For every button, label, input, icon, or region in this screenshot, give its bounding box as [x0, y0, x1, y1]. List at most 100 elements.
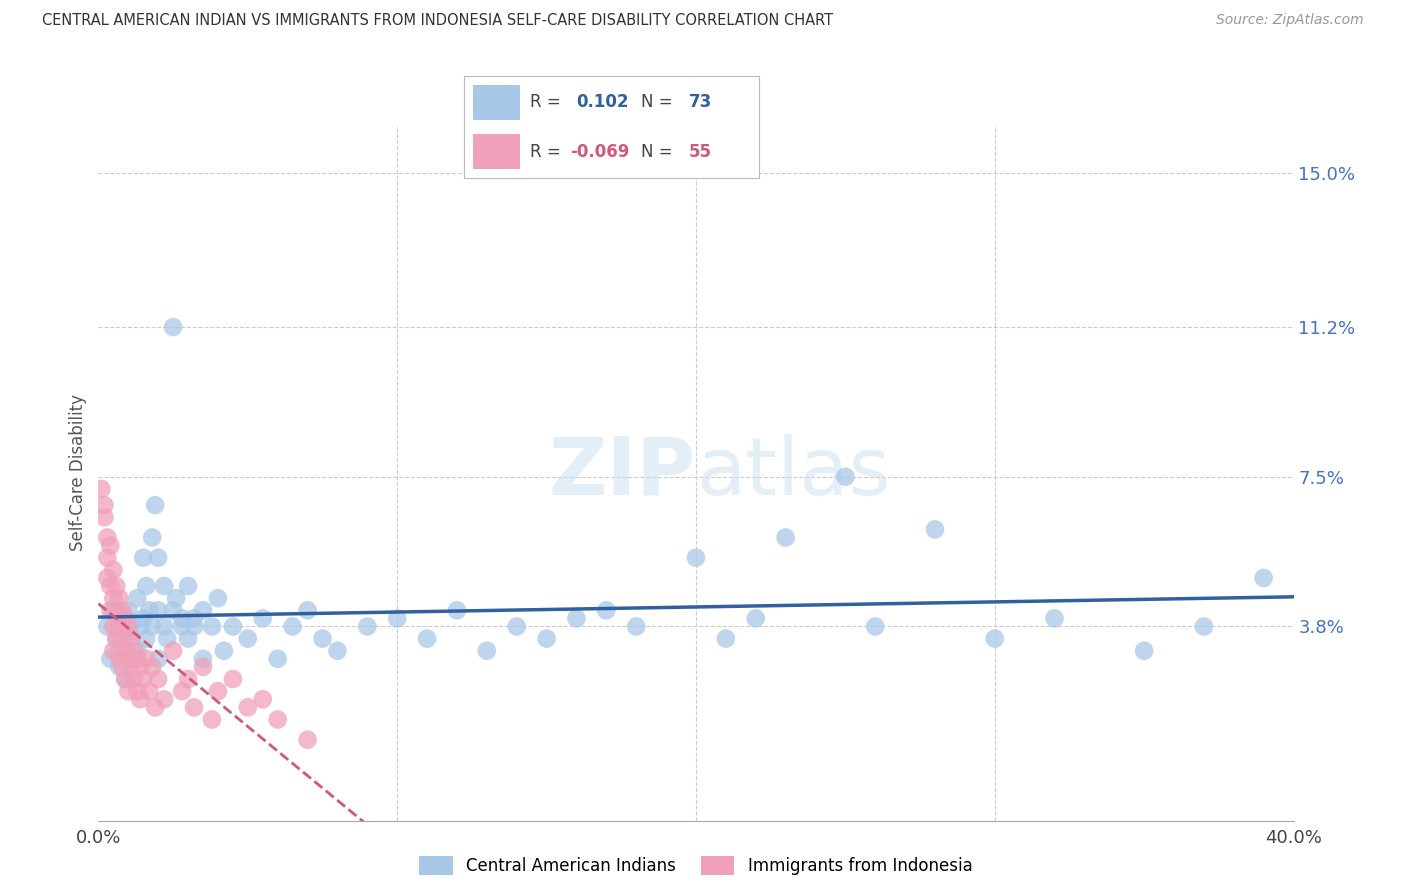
Point — [162, 603, 184, 617]
Point — [148, 652, 170, 666]
Point — [117, 652, 139, 666]
Point — [165, 591, 187, 606]
Point — [222, 672, 245, 686]
Point — [924, 522, 946, 536]
Point — [96, 550, 118, 565]
Point — [138, 603, 160, 617]
Text: -0.069: -0.069 — [571, 144, 630, 161]
Point — [96, 619, 118, 633]
Point — [162, 644, 184, 658]
Point — [475, 644, 498, 658]
Point — [108, 591, 131, 606]
Point — [191, 660, 214, 674]
Legend: Central American Indians, Immigrants from Indonesia: Central American Indians, Immigrants fro… — [413, 849, 979, 882]
Point — [1192, 619, 1215, 633]
Point — [565, 611, 588, 625]
Point — [191, 652, 214, 666]
Point — [536, 632, 558, 646]
Point — [252, 611, 274, 625]
Point — [416, 632, 439, 646]
Text: 0.102: 0.102 — [576, 93, 628, 111]
Point — [212, 644, 235, 658]
Point — [156, 632, 179, 646]
Point — [129, 660, 152, 674]
Point — [183, 611, 205, 625]
Point — [98, 539, 122, 553]
Point — [111, 611, 134, 625]
Point — [98, 579, 122, 593]
Point — [105, 603, 128, 617]
Text: N =: N = — [641, 93, 678, 111]
Point — [207, 684, 229, 698]
Point — [207, 591, 229, 606]
Point — [191, 603, 214, 617]
Point — [127, 684, 149, 698]
Text: 55: 55 — [689, 144, 711, 161]
Text: N =: N = — [641, 144, 678, 161]
Point — [108, 652, 131, 666]
Point — [114, 672, 136, 686]
Point — [446, 603, 468, 617]
Point — [714, 632, 737, 646]
Point — [148, 603, 170, 617]
Point — [624, 619, 647, 633]
Point — [356, 619, 378, 633]
Point — [201, 619, 224, 633]
Text: R =: R = — [530, 144, 567, 161]
Point — [90, 482, 112, 496]
Text: R =: R = — [530, 93, 572, 111]
Point — [124, 672, 146, 686]
Point — [108, 644, 131, 658]
Point — [141, 660, 163, 674]
Point — [96, 531, 118, 545]
Point — [201, 713, 224, 727]
Point — [114, 644, 136, 658]
Point — [162, 320, 184, 334]
Point — [177, 632, 200, 646]
Point — [132, 672, 155, 686]
Point — [148, 672, 170, 686]
Point — [105, 579, 128, 593]
Point — [93, 498, 115, 512]
Point — [236, 700, 259, 714]
Point — [385, 611, 409, 625]
Point — [865, 619, 887, 633]
Point — [183, 700, 205, 714]
Point — [111, 660, 134, 674]
Point — [103, 644, 125, 658]
Point — [135, 579, 157, 593]
Point — [132, 611, 155, 625]
Point — [127, 644, 149, 658]
Point — [105, 632, 128, 646]
Point — [114, 611, 136, 625]
Text: CENTRAL AMERICAN INDIAN VS IMMIGRANTS FROM INDONESIA SELF-CARE DISABILITY CORREL: CENTRAL AMERICAN INDIAN VS IMMIGRANTS FR… — [42, 13, 834, 29]
Point — [172, 684, 194, 698]
Point — [117, 632, 139, 646]
Text: ZIP: ZIP — [548, 434, 696, 512]
Point — [267, 713, 290, 727]
Point — [129, 619, 152, 633]
Point — [148, 550, 170, 565]
Point — [153, 692, 176, 706]
Point — [127, 652, 149, 666]
Point — [98, 603, 122, 617]
Point — [143, 700, 166, 714]
Point — [105, 632, 128, 646]
Point — [117, 684, 139, 698]
Point — [124, 644, 146, 658]
Point — [177, 672, 200, 686]
Point — [103, 619, 125, 633]
Point — [1253, 571, 1275, 585]
Point — [117, 603, 139, 617]
Point — [120, 660, 142, 674]
Point — [685, 550, 707, 565]
Point — [172, 619, 194, 633]
Point — [103, 591, 125, 606]
Point — [93, 510, 115, 524]
Point — [96, 571, 118, 585]
Point — [108, 660, 131, 674]
Point — [775, 531, 797, 545]
Point — [236, 632, 259, 646]
Bar — [472, 85, 520, 120]
Point — [124, 652, 146, 666]
